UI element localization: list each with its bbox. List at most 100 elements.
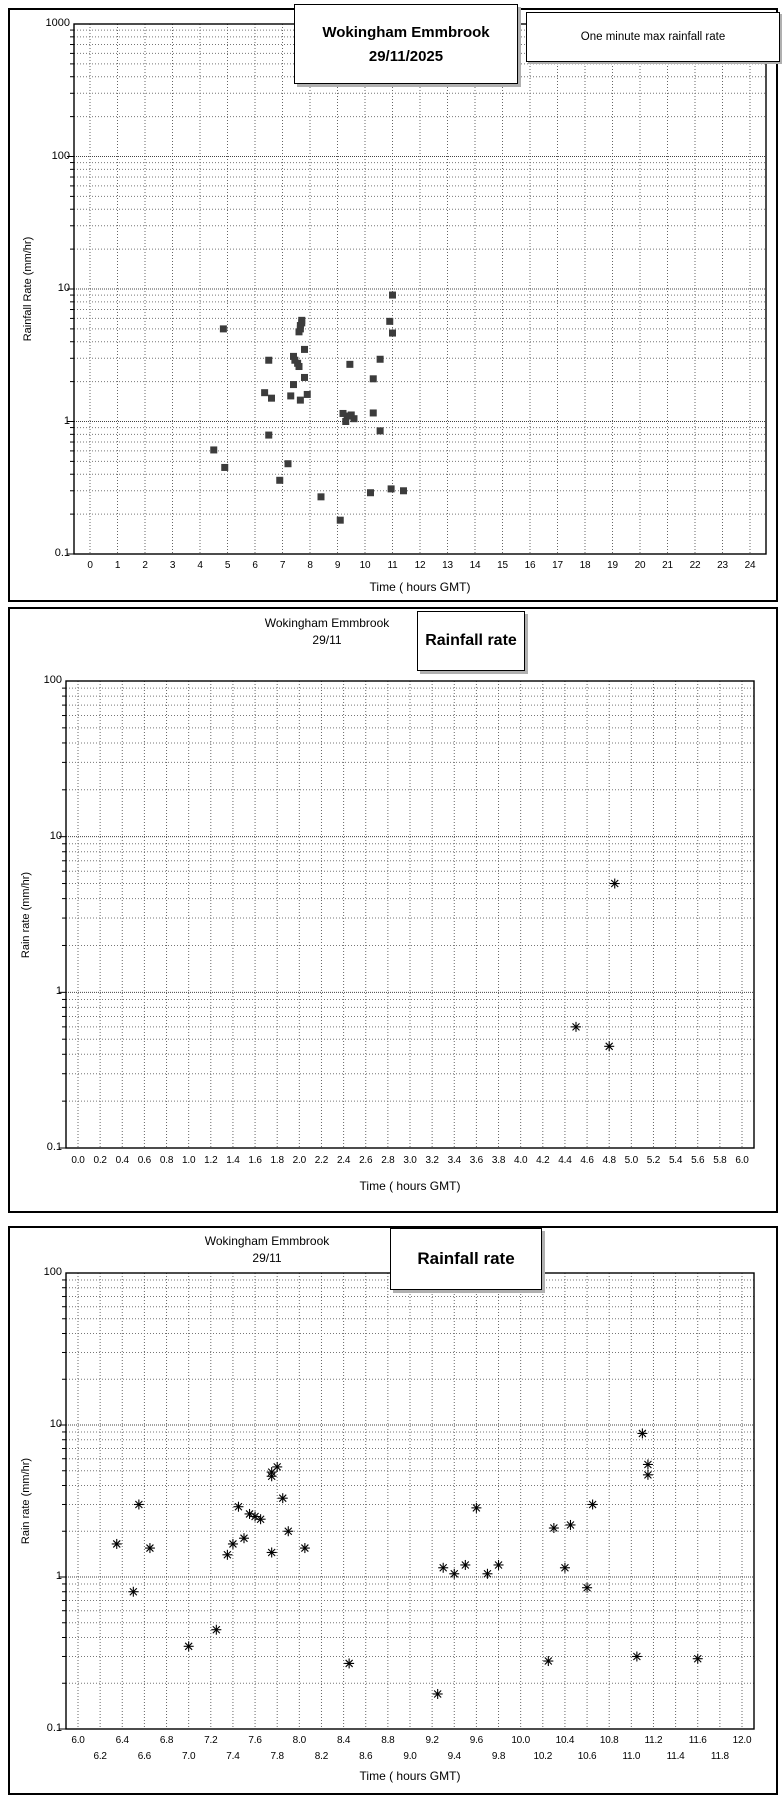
x-tick-label: 7 <box>279 560 286 571</box>
star-arm <box>284 1527 293 1536</box>
y-tick-label: 10 <box>49 829 62 842</box>
data-point-star <box>582 1582 593 1593</box>
x-tick-label: 23 <box>717 560 728 571</box>
data-point-square <box>219 325 227 333</box>
data-point-square <box>290 381 297 389</box>
y-tick-label: 1 <box>55 1570 62 1582</box>
legend-box: One minute max rainfall rate <box>526 12 780 62</box>
x-tick-label: 13 <box>442 560 453 571</box>
y-tick-label: 100 <box>43 674 62 686</box>
data-point-square <box>389 329 396 337</box>
star-arm <box>588 1500 597 1509</box>
x-tick-label: 9.6 <box>469 1735 484 1746</box>
x-tick-label: 1.2 <box>204 1155 218 1166</box>
data-point-star <box>227 1538 238 1549</box>
data-point-square <box>386 317 394 325</box>
star-arm <box>605 1042 614 1051</box>
x-tick-label: 10 <box>359 560 371 571</box>
data-point-star <box>642 1469 653 1480</box>
y-tick-label: 100 <box>43 1266 62 1278</box>
x-tick-label: 22 <box>689 560 701 571</box>
x-tick-label: 1.0 <box>182 1155 196 1166</box>
x-tick-label: 16 <box>524 560 536 571</box>
star-arm <box>472 1503 481 1512</box>
star-arm <box>223 1550 232 1559</box>
data-point-square <box>276 476 284 484</box>
data-point-star <box>587 1499 598 1510</box>
x-tick-label: 17 <box>552 560 563 571</box>
x-tick-label: 5 <box>224 560 231 571</box>
plot-area <box>59 1272 755 1730</box>
star-arm <box>644 1470 652 1479</box>
x-tick-label: 3.8 <box>491 1155 506 1166</box>
x-tick-label: 10.0 <box>511 1735 530 1746</box>
x-tick-label: 11.8 <box>710 1751 729 1762</box>
chart-title-box: Wokingham Emmbrook 29/11/2025 <box>294 4 518 84</box>
data-point-square <box>287 392 295 400</box>
data-point-square <box>290 352 297 360</box>
star-arm <box>256 1515 265 1524</box>
panel-title-box: Rainfall rate <box>417 611 525 671</box>
x-tick-label: 9.4 <box>447 1751 462 1762</box>
data-point-square <box>400 487 407 495</box>
data-point-square <box>387 485 395 493</box>
panel-title-label: Rainfall rate <box>425 632 517 649</box>
chart-rainfall-rate-0-6: Wokingham Emmbrook 29/11 Rainfall rate R… <box>8 607 778 1213</box>
data-point-star <box>460 1559 471 1570</box>
data-point-star <box>272 1461 283 1472</box>
data-point-star <box>642 1459 653 1470</box>
x-tick-label: 0.6 <box>137 1155 152 1166</box>
x-tick-label: 1.6 <box>248 1155 262 1166</box>
data-point-square <box>369 375 377 383</box>
star-arm <box>300 1544 309 1552</box>
star-arm <box>273 1463 282 1471</box>
star-arm <box>610 879 619 888</box>
star-arm <box>129 1587 138 1596</box>
data-point-star <box>233 1501 244 1512</box>
data-point-star <box>559 1562 570 1573</box>
data-point-star <box>604 1041 615 1052</box>
star-arm <box>494 1561 503 1569</box>
data-point-star <box>133 1499 144 1510</box>
x-axis-title: Time ( hours GMT) <box>359 1769 461 1783</box>
star-arm <box>638 1429 647 1438</box>
x-tick-label: 6.0 <box>735 1155 749 1166</box>
panel-title-label: Rainfall rate <box>417 1249 515 1268</box>
data-point-square <box>376 355 384 363</box>
data-point-square <box>265 356 273 364</box>
x-tick-label: 8.0 <box>292 1735 307 1746</box>
x-tick-label: 6.0 <box>71 1735 85 1746</box>
star-arm <box>240 1534 248 1543</box>
data-point-square <box>301 373 308 381</box>
star-arm <box>433 1690 442 1698</box>
data-point-square <box>346 360 354 368</box>
y-tick-label: 1 <box>63 414 70 427</box>
data-point-star <box>449 1568 460 1579</box>
data-point-square <box>295 363 303 371</box>
data-point-square <box>376 427 384 435</box>
data-point-square <box>265 431 273 439</box>
x-tick-label: 5.8 <box>713 1155 727 1166</box>
x-tick-label: 6.2 <box>93 1751 107 1762</box>
legend-label: One minute max rainfall rate <box>580 31 726 43</box>
x-tick-label: 24 <box>744 560 756 571</box>
star-arm <box>549 1524 558 1532</box>
x-tick-label: 4.0 <box>514 1155 528 1166</box>
x-axis-title: Time ( hours GMT) <box>359 1179 461 1193</box>
x-tick-label: 3.0 <box>403 1155 417 1166</box>
star-arm <box>245 1510 254 1518</box>
x-tick-label: 3.6 <box>469 1155 484 1166</box>
y-tick-label: 100 <box>51 149 70 162</box>
data-point-square <box>339 409 347 417</box>
x-tick-label: 11.6 <box>688 1735 707 1746</box>
x-tick-label: 12.0 <box>732 1735 752 1746</box>
x-tick-label: 10.4 <box>555 1735 575 1746</box>
chart-title: Wokingham Emmbrook 29/11 <box>147 1233 387 1267</box>
x-tick-label: 11.0 <box>622 1751 641 1762</box>
x-tick-label: 10.6 <box>577 1751 597 1762</box>
x-tick-label: 12 <box>414 560 426 571</box>
y-tick-label: 0.1 <box>54 547 70 559</box>
star-arm <box>483 1569 492 1578</box>
star-arm <box>146 1544 154 1552</box>
y-tick-label: 10 <box>57 282 70 294</box>
